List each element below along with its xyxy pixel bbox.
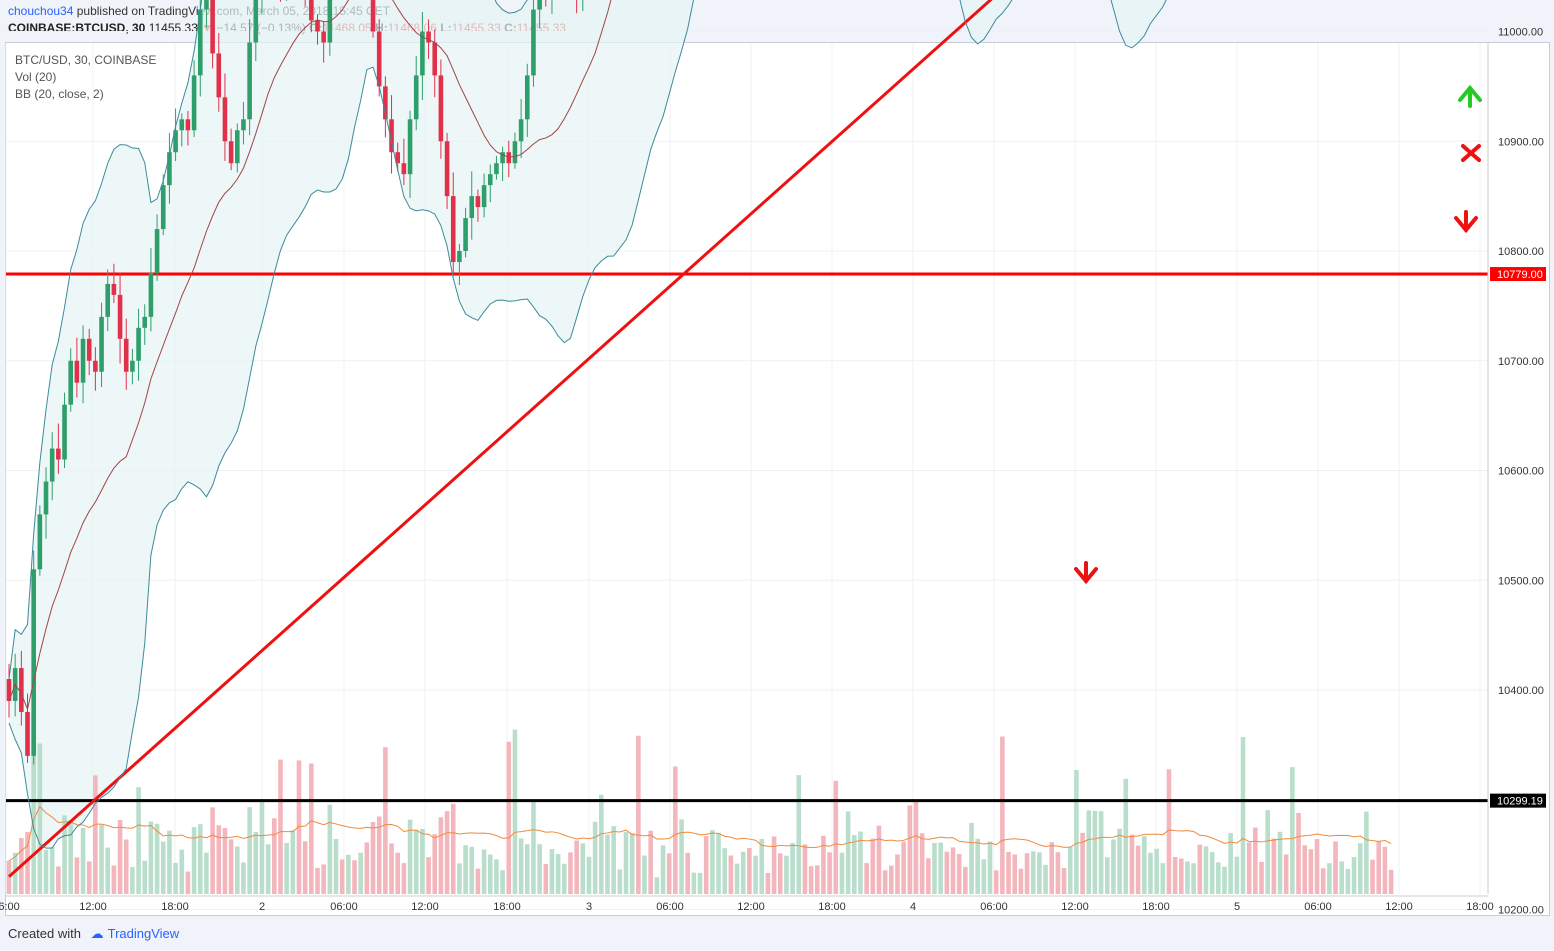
chart-panel[interactable] bbox=[5, 42, 1550, 916]
author-link[interactable]: chouchou34 bbox=[8, 4, 74, 18]
legend-volume: Vol (20) bbox=[15, 70, 57, 84]
publish-info: published on TradingView.com, March 05, … bbox=[73, 4, 391, 18]
price-change: −14.57 (−0.13%) bbox=[216, 21, 306, 35]
tradingview-link[interactable]: TradingView bbox=[107, 926, 180, 941]
open-value: 11468.05 bbox=[322, 21, 372, 35]
down-triangle-icon: ▼ bbox=[201, 21, 214, 35]
legend-title: BTC/USD, 30, COINBASE bbox=[15, 53, 157, 67]
high-label: H: bbox=[375, 21, 388, 35]
publish-header: chouchou34 published on TradingView.com,… bbox=[8, 4, 390, 18]
ohlc-header: COINBASE:BTCUSD, 30 11455.33 ▼ −14.57 (−… bbox=[8, 21, 566, 35]
open-label: O: bbox=[309, 21, 323, 35]
low-label: L: bbox=[440, 21, 452, 35]
created-with: Created with bbox=[8, 926, 81, 941]
tradingview-logo-icon[interactable]: ☁ bbox=[90, 926, 104, 941]
footer: Created with ☁ TradingView bbox=[8, 926, 179, 942]
high-value: 11468.06 bbox=[387, 21, 437, 35]
low-value: 11455.33 bbox=[451, 21, 501, 35]
legend-bollinger: BB (20, close, 2) bbox=[15, 87, 104, 101]
last-price: 11455.33 bbox=[148, 21, 198, 35]
price-tick-label: 11000.00 bbox=[1498, 27, 1543, 39]
symbol-label: COINBASE:BTCUSD, 30 bbox=[8, 21, 146, 35]
close-label: C: bbox=[504, 21, 517, 35]
close-value: 11455.33 bbox=[516, 21, 566, 35]
candle-body bbox=[537, 0, 542, 10]
